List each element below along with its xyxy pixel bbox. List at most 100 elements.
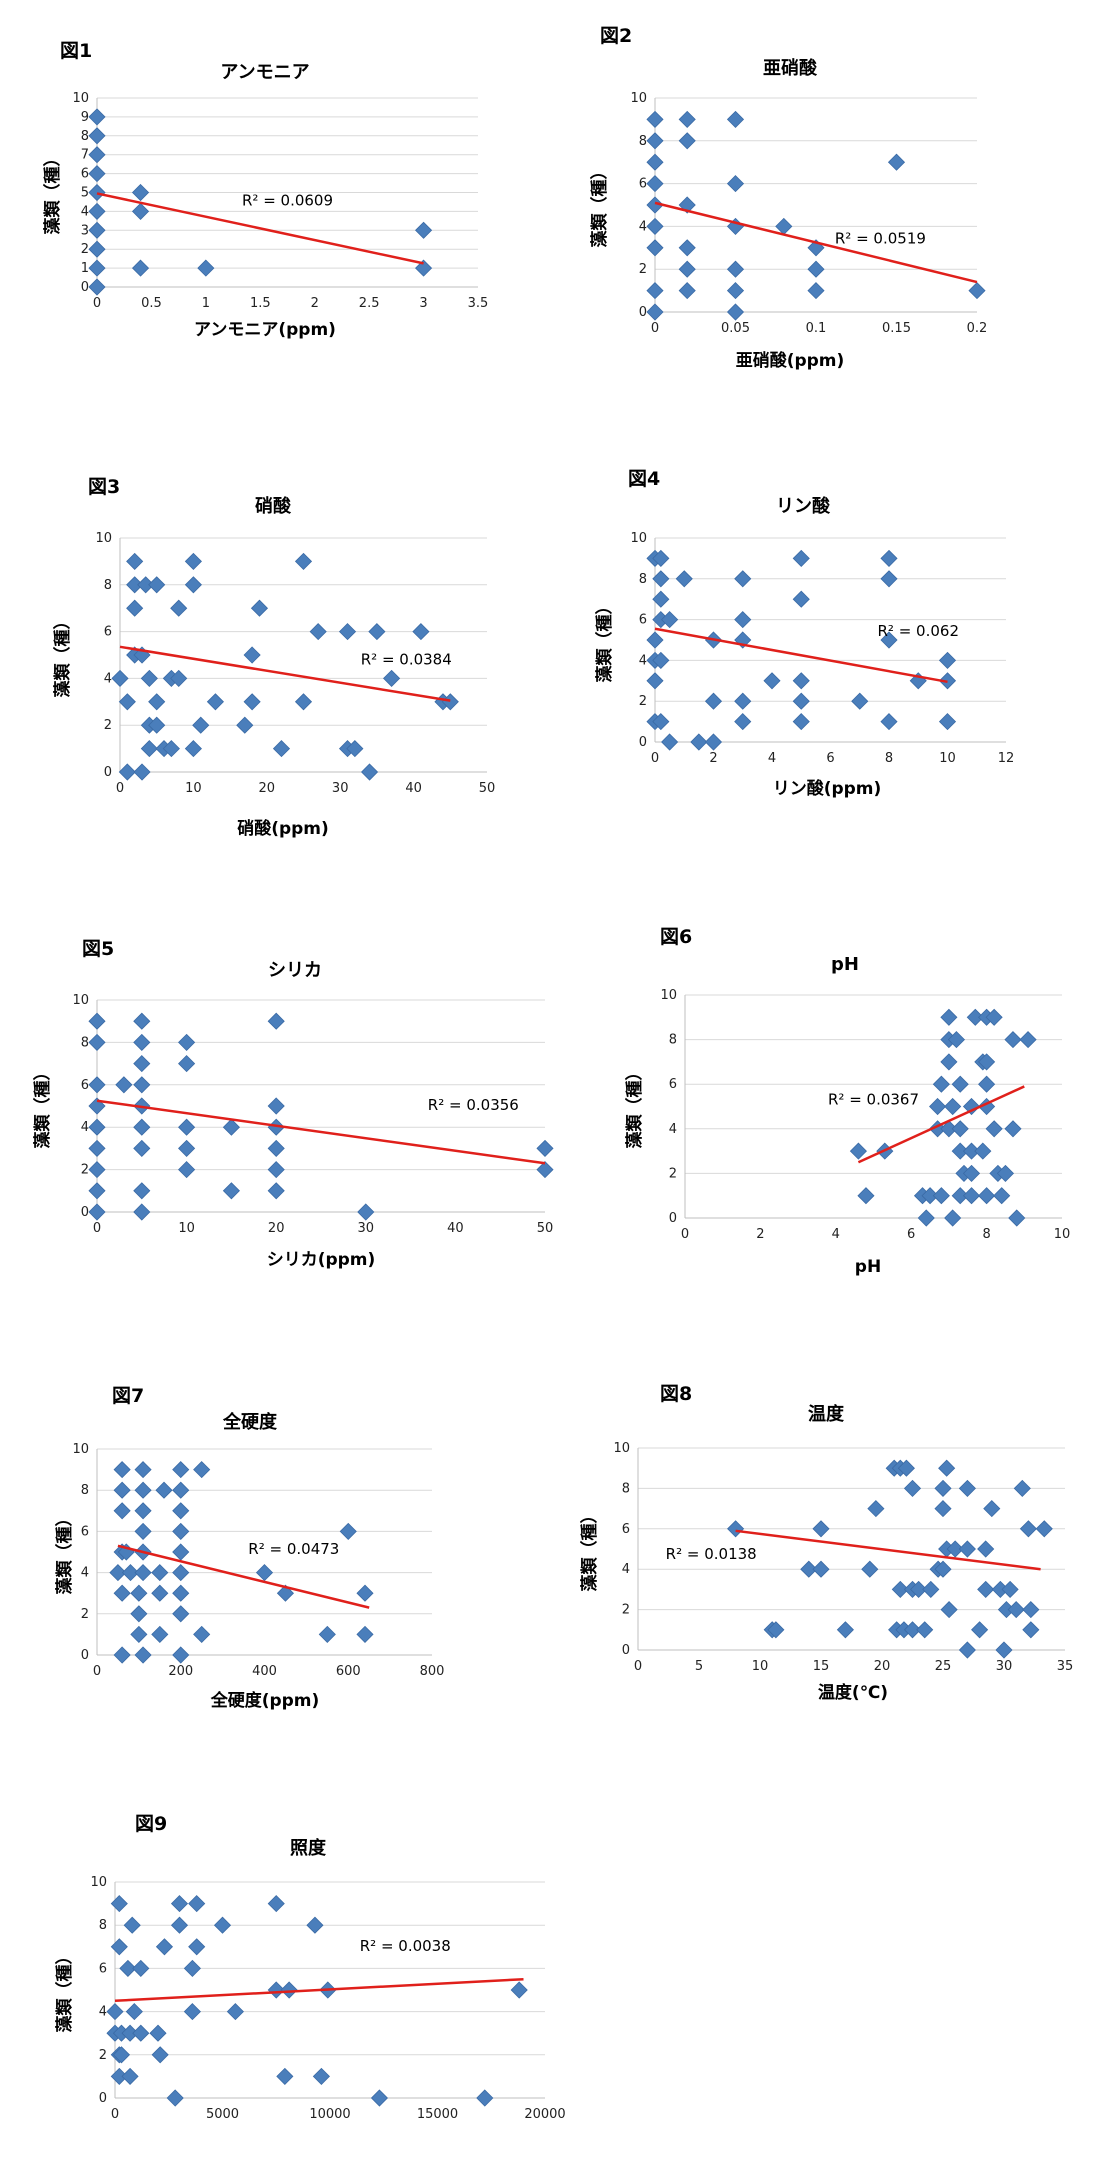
- y-tick-label: 6: [622, 1522, 630, 1537]
- data-point: [726, 260, 745, 278]
- data-point: [133, 1118, 151, 1136]
- data-point: [172, 1564, 190, 1582]
- data-point: [368, 623, 386, 641]
- data-point: [88, 1012, 106, 1030]
- data-point: [131, 202, 150, 220]
- data-point: [903, 1479, 922, 1497]
- y-tick-label: 4: [81, 204, 89, 219]
- chart-title: アンモニア: [220, 62, 309, 83]
- trendline: [96, 1099, 546, 1165]
- data-point: [294, 693, 313, 711]
- data-point: [188, 1895, 206, 1913]
- figure-label: 図9: [135, 1813, 167, 1835]
- data-point: [996, 1164, 1015, 1182]
- data-point: [148, 693, 166, 711]
- y-tick-label: 8: [639, 134, 647, 149]
- y-axis-title: 藻類（種）: [42, 150, 63, 235]
- data-point: [726, 175, 745, 193]
- data-point: [704, 733, 723, 751]
- x-tick-label: 30: [358, 1221, 375, 1236]
- data-point: [88, 240, 106, 258]
- x-tick-label: 20: [259, 781, 276, 796]
- data-point: [133, 1139, 151, 1157]
- y-tick-label: 2: [622, 1603, 630, 1618]
- data-point: [272, 740, 291, 758]
- data-point: [1007, 1601, 1025, 1619]
- data-point: [646, 132, 664, 150]
- data-point: [88, 1033, 106, 1051]
- x-axis-title: リン酸(ppm): [773, 778, 882, 799]
- data-point: [133, 1033, 151, 1051]
- data-point: [947, 1031, 966, 1049]
- x-tick-label: 0: [93, 1221, 101, 1236]
- data-point: [857, 1187, 875, 1205]
- data-point: [678, 132, 696, 150]
- data-point: [88, 1076, 106, 1094]
- data-point: [1035, 1520, 1053, 1538]
- x-tick-label: 30: [996, 1659, 1013, 1674]
- y-axis-title: 藻類（種）: [594, 598, 615, 683]
- y-tick-label: 0: [669, 1211, 677, 1226]
- x-tick-label: 20: [268, 1221, 285, 1236]
- x-tick-label: 0: [116, 781, 124, 796]
- data-point: [151, 1564, 169, 1582]
- data-point: [415, 259, 433, 277]
- data-point: [155, 1938, 174, 1956]
- x-tick-label: 10: [1054, 1227, 1071, 1242]
- x-tick-label: 50: [479, 781, 496, 796]
- data-point: [338, 623, 357, 641]
- chart-8: 図8 温度 0 2 4 6 8 10 0 5 10 15 20 25 30 35 温度(℃) 藻類（種） R² = …: [579, 1383, 1073, 1703]
- data-point: [985, 1120, 1003, 1138]
- r-squared-label: R² = 0.0038: [360, 1937, 451, 1955]
- x-tick-label: 2: [756, 1227, 764, 1242]
- y-tick-label: 0: [639, 305, 647, 320]
- data-point: [356, 1584, 374, 1602]
- chart-4: 図4 リン酸 0 2 4 6 8 10 0 2 4 6 8 10 12 リン酸(ppm) 藻類（種） R² = 0…: [594, 468, 1014, 799]
- data-point: [792, 549, 810, 567]
- data-point: [123, 1916, 141, 1934]
- data-point: [938, 651, 957, 669]
- y-tick-label: 1: [81, 261, 89, 276]
- data-point: [934, 1479, 952, 1497]
- data-point: [652, 570, 670, 588]
- data-point: [995, 1641, 1013, 1659]
- data-point: [88, 127, 106, 145]
- x-tick-label: 10000: [309, 2107, 350, 2122]
- data-point: [792, 713, 810, 731]
- data-point: [929, 1097, 947, 1116]
- y-axis-title: 藻類（種）: [579, 1507, 600, 1592]
- data-point: [932, 1075, 950, 1093]
- data-point: [267, 1182, 285, 1200]
- data-point: [971, 1621, 989, 1639]
- x-tick-label: 0: [111, 2107, 119, 2122]
- data-point: [312, 2067, 330, 2085]
- data-point: [130, 1584, 148, 1602]
- data-point: [916, 1621, 934, 1639]
- data-point: [132, 1959, 150, 1977]
- y-tick-label: 2: [639, 694, 647, 709]
- y-tick-label: 2: [104, 718, 112, 733]
- data-point: [646, 110, 664, 128]
- data-point: [974, 1142, 992, 1160]
- data-point: [678, 239, 696, 257]
- data-point: [734, 692, 752, 710]
- x-tick-label: 1: [202, 296, 210, 311]
- data-point: [678, 110, 696, 128]
- trendline: [117, 1544, 370, 1609]
- data-point: [356, 1625, 374, 1643]
- x-axis-title: 温度(℃): [818, 1682, 888, 1703]
- x-tick-label: 4: [768, 751, 776, 766]
- data-point: [206, 693, 224, 711]
- data-point: [133, 1076, 151, 1094]
- y-tick-label: 8: [639, 572, 647, 587]
- data-point: [88, 108, 106, 126]
- chart-5: 図5 シリカ 0 2 4 6 8 10 0 10 20 30 40 50 シリカ(ppm) 藻類（種） R² =…: [32, 938, 554, 1270]
- data-point: [88, 202, 106, 220]
- data-point: [88, 278, 106, 296]
- data-point: [88, 165, 106, 183]
- data-point: [126, 552, 144, 570]
- x-tick-label: 10: [178, 1221, 195, 1236]
- data-point: [178, 1161, 196, 1179]
- data-point: [940, 1601, 958, 1619]
- x-tick-label: 600: [336, 1664, 361, 1679]
